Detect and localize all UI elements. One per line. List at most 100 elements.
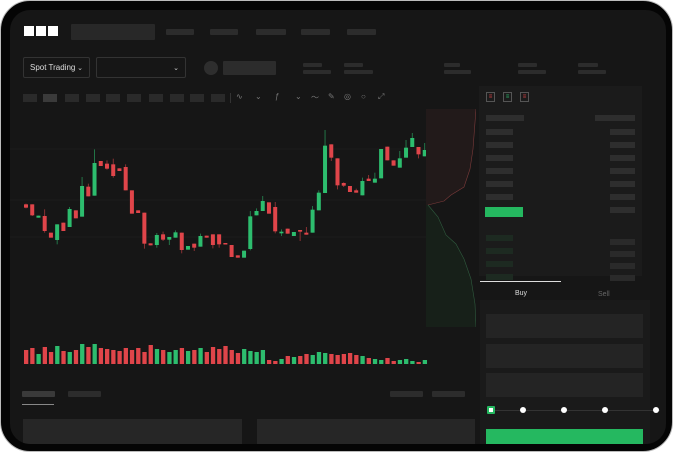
orders-panel [23,419,242,444]
timeframe-button[interactable] [211,94,225,102]
assets-panel [257,419,475,444]
candlestick-chart[interactable] [10,10,430,380]
nav-item[interactable] [166,29,194,35]
volume-bar [385,358,390,364]
candle-down [217,234,222,245]
orderbook-bids-icon[interactable]: ≡ [503,92,512,102]
volume-bar [185,351,191,364]
volume-bar [30,348,35,364]
candle-down [354,190,359,193]
target-icon[interactable]: ◎ [344,92,351,101]
ask-amount [610,142,635,148]
candle-down [235,255,240,258]
total-input[interactable] [486,373,643,397]
candle-up [167,237,172,240]
chart-type-icon[interactable]: ∿ [236,92,243,101]
timeframe-button[interactable] [170,94,184,102]
volume-bar [379,360,384,364]
bid-amount [610,275,635,281]
volume-bar [129,350,135,364]
chevron-down-icon[interactable]: ⌄ [295,92,302,101]
timeframe-button[interactable] [65,94,79,102]
slider-track[interactable] [490,410,660,411]
candle-up [422,150,427,157]
candle-down [104,163,109,169]
stat-value [518,70,546,74]
timeframe-button-active[interactable] [43,94,57,102]
filter-button[interactable] [432,391,465,397]
nav-item[interactable] [347,29,376,35]
timeframe-button[interactable] [23,94,37,102]
ask-amount [610,168,635,174]
timeframe-button[interactable] [106,94,120,102]
volume-bar [55,346,60,364]
price-input[interactable] [486,314,643,338]
volume-bar [298,356,303,364]
buy-tab-underline [480,281,561,282]
candle-up [360,181,365,196]
buy-tab[interactable]: Buy [515,290,528,297]
trading-mode-select[interactable]: Spot Trading ⌄ [23,57,90,78]
candle-down [148,243,153,246]
filter-button[interactable] [390,391,423,397]
orderbook-asks-icon[interactable]: ≡ [520,92,529,102]
candle-down [347,186,352,192]
volume-bar [36,354,41,364]
bid-depth-line [427,204,476,327]
volume-bar [179,348,185,364]
nav-item[interactable] [301,29,330,35]
timeframe-button[interactable] [86,94,100,102]
pencil-icon[interactable]: ✎ [328,92,335,101]
timeframe-button[interactable] [127,94,141,102]
candle-down [73,210,78,219]
line-tool-icon[interactable]: 〜 [311,93,319,102]
candle-up [80,186,85,217]
candle-down [30,204,35,216]
timeframe-button[interactable] [149,94,163,102]
candle-up [397,158,402,168]
last-price [485,207,523,217]
ask-amount [610,181,635,187]
fullscreen-icon[interactable]: ⤢ [378,92,385,101]
volume-bar [86,347,91,364]
sell-tab[interactable]: Sell [598,291,610,298]
okx-logo[interactable] [24,26,58,36]
slider-step-100[interactable] [653,407,659,413]
volume-bar [323,353,328,364]
candle-down [229,245,234,257]
volume-bar [310,355,315,364]
indicator-icon[interactable]: ⌄ [255,92,262,101]
slider-handle[interactable] [487,406,495,414]
nav-item[interactable] [256,29,286,35]
nav-item[interactable] [210,29,238,35]
search-input[interactable] [71,24,155,40]
candle-down [285,228,290,234]
slider-step-25[interactable] [520,407,526,413]
volume-bar [111,350,116,364]
ask-depth-line [427,109,476,206]
volume-bar [204,352,209,364]
slider-step-50[interactable] [561,407,567,413]
candle-down [161,234,166,240]
ask-price [486,194,513,200]
tab-underline [22,404,54,405]
orders-tab[interactable] [68,391,101,397]
settings-icon[interactable]: ○ [361,92,366,101]
timeframe-button[interactable] [190,94,204,102]
pair-select[interactable]: ⌄ [96,57,186,78]
volume-bar [335,355,340,364]
divider [230,93,231,103]
function-icon[interactable]: ƒ [275,92,280,101]
volume-bar [248,351,253,364]
candle-down [298,230,303,232]
volume-bar [279,359,284,364]
candle-down [335,158,340,186]
amount-input[interactable] [486,344,643,368]
orders-tab-active[interactable] [22,391,55,397]
volume-bar [273,361,278,364]
slider-step-75[interactable] [602,407,608,413]
buy-button[interactable] [486,429,643,444]
bid-price [486,274,513,280]
orderbook-both-icon[interactable]: ≡ [486,92,495,102]
volume-bar [92,344,97,364]
